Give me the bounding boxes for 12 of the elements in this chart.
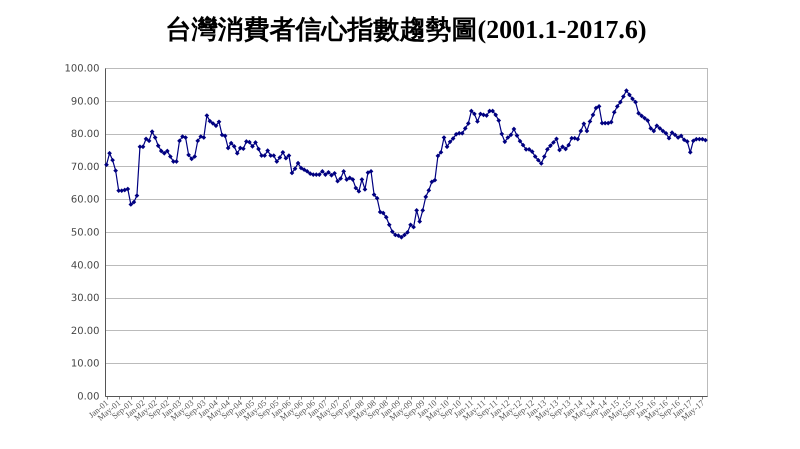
chart-title: 台灣消費者信心指數趨勢圖(2001.1-2017.6) [166,15,646,44]
y-tick-label: 30.00 [70,293,100,304]
y-tick-label: 70.00 [70,162,100,173]
y-tick-label: 100.00 [64,64,100,74]
y-tick-label: 80.00 [70,129,100,140]
y-tick-label: 0.00 [77,392,100,402]
y-tick-label: 60.00 [70,194,100,206]
y-tick-label: 90.00 [70,96,100,108]
y-tick-label: 20.00 [70,326,100,337]
y-tick-label: 50.00 [70,228,100,238]
y-tick-label: 10.00 [70,358,100,370]
y-tick-label: 40.00 [70,260,100,272]
